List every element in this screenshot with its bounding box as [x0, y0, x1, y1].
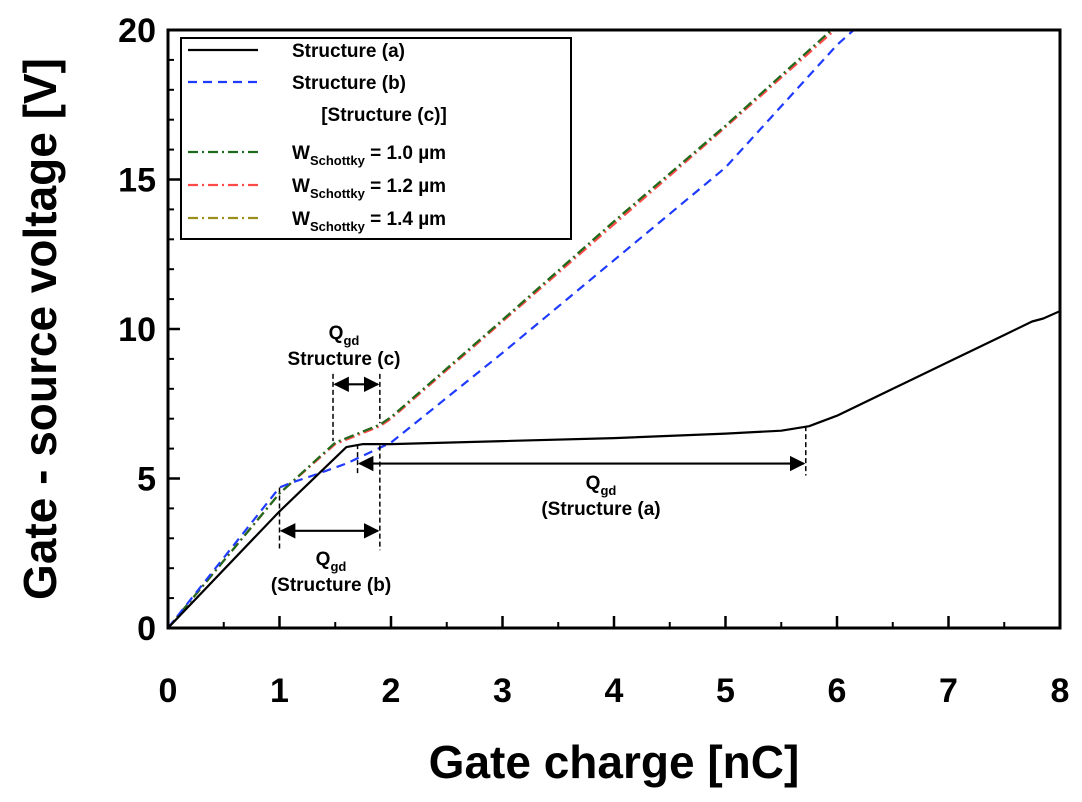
y-tick-label: 5	[137, 461, 156, 499]
y-tick-label: 0	[137, 610, 156, 648]
legend-label: WSchottky = 1.0 µm	[292, 143, 446, 168]
legend-label: Structure (a)	[292, 41, 405, 62]
x-axis-ticks: 0 1 2 3 4 5 6 7 8	[159, 616, 1070, 710]
legend-box	[180, 37, 572, 240]
legend-header: [Structure (c)]	[321, 105, 447, 126]
legend-label: Structure (b)	[292, 73, 406, 94]
x-tick-label: 4	[605, 672, 624, 710]
annotation-qgd-label: Qgd	[316, 549, 347, 574]
plot-frame	[166, 28, 1062, 630]
x-tick-label: 8	[1051, 672, 1070, 710]
y-axis-ticks: 0 5 10 15 20	[118, 12, 180, 648]
x-tick-label: 1	[270, 672, 289, 710]
annotation-structure-label: (Structure (a)	[541, 499, 660, 520]
annotation-qgd-b: Qgd(Structure (b)	[271, 445, 391, 596]
y-tick-label: 20	[118, 12, 156, 50]
legend-label: WSchottky = 1.4 µm	[292, 209, 446, 234]
series-line-w-schottky-1-2-m	[168, 30, 836, 628]
legend-label: WSchottky = 1.2 µm	[292, 176, 446, 201]
annotation-structure-label: Structure (c)	[288, 349, 401, 370]
annotation-qgd-label: Qgd	[586, 473, 617, 498]
y-tick-label: 15	[118, 162, 156, 200]
annotation-qgd-label: Qgd	[329, 323, 360, 348]
x-tick-label: 0	[159, 672, 178, 710]
x-tick-label: 3	[493, 672, 512, 710]
x-axis-title: Gate charge [nC]	[429, 736, 800, 788]
y-tick-label: 10	[118, 311, 156, 349]
series-line-structure-b-	[168, 30, 855, 628]
series-line-w-schottky-1-0-m	[168, 30, 833, 628]
legend: [Structure (c)] Structure (a) Structure (…	[180, 37, 572, 240]
x-tick-label: 7	[939, 672, 958, 710]
x-tick-label: 5	[716, 672, 735, 710]
x-tick-label: 2	[382, 672, 401, 710]
x-tick-label: 6	[828, 672, 847, 710]
annotation-qgd-a: Qgd(Structure (a)	[356, 426, 807, 520]
y-axis-title: Gate - source voltage [V]	[14, 58, 66, 600]
annotation-structure-label: (Structure (b)	[271, 575, 391, 596]
